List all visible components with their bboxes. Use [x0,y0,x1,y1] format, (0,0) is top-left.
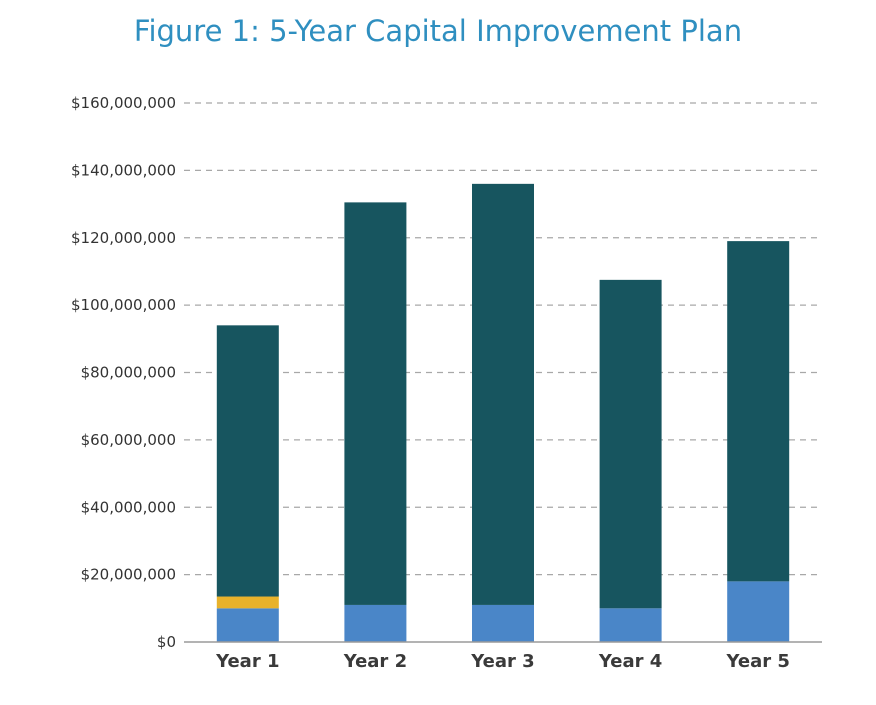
x-tick-label: Year 4 [598,651,662,672]
y-tick-label: $0 [157,633,176,651]
y-tick-label: $100,000,000 [71,296,176,314]
x-tick-label: Year 3 [470,651,534,672]
x-tick-label: Year 2 [343,651,407,672]
y-tick-label: $140,000,000 [71,161,176,179]
y-tick-label: $40,000,000 [81,498,176,516]
y-tick-label: $60,000,000 [81,431,176,449]
chart-title: Figure 1: 5-Year Capital Improvement Pla… [133,14,743,48]
bar-segment [344,202,407,605]
bars [216,183,790,642]
bar-segment [599,279,662,609]
bar-segment [216,608,279,642]
bar-segment [472,604,534,642]
y-axis: $0 $20,000,000 $40,000,000 $60,000,000 $80,0… [71,94,176,651]
x-tick-label: Year 5 [725,651,789,672]
bar-segment [727,581,790,642]
bar-segment [472,183,534,605]
x-tick-label: Year 1 [215,651,279,672]
bar-segment [599,608,662,642]
y-tick-label: $120,000,000 [71,229,176,247]
bar-segment [727,241,790,582]
bar-segment [216,596,279,609]
bar-segment [344,604,407,642]
y-tick-label: $20,000,000 [81,566,176,584]
y-tick-label: $80,000,000 [81,364,176,382]
y-tick-label: $160,000,000 [71,94,176,112]
x-axis: Year 1 Year 2 Year 3 Year 4 Year 5 [215,651,790,672]
bar-segment [216,325,279,597]
